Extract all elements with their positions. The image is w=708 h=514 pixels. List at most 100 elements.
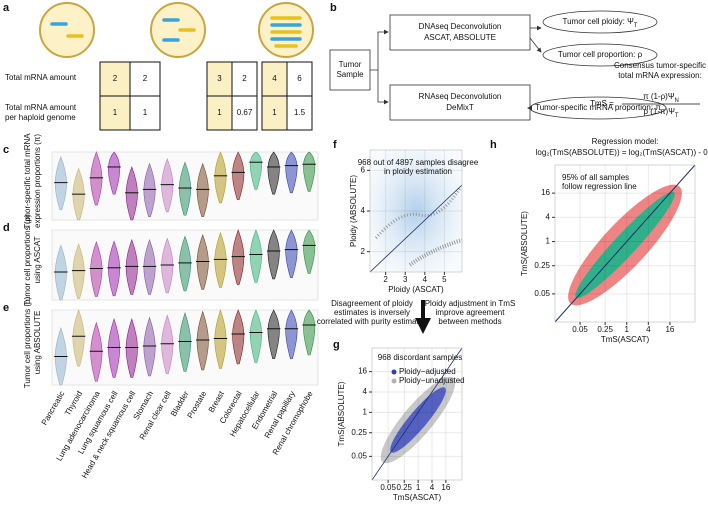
plot-frame: [371, 347, 463, 481]
formula: ρ (1-π)ΨT: [643, 107, 678, 118]
y-axis-title: using ASCAT: [33, 236, 42, 283]
y-axis-title: TmS(ABSOLUTE): [337, 381, 346, 446]
panel-label: g: [333, 339, 340, 351]
table-cell: 2: [113, 74, 118, 83]
chromosomes: [50, 16, 302, 48]
x-tick-label: 16: [665, 325, 674, 334]
legend-label: Ploidy−adjusted: [399, 367, 456, 376]
violin: [143, 316, 156, 377]
table-cell: 4: [272, 74, 277, 83]
x-axis-title: TmS(ASCAT): [393, 493, 442, 502]
x-tick-label: 0.25: [396, 483, 412, 492]
y-tick-label: 1: [546, 237, 551, 246]
panel-label: h: [490, 139, 497, 151]
table-cell: 2: [242, 74, 247, 83]
y-axis-title: Ploidy (ABSOLUTE): [349, 175, 358, 247]
violin: [178, 161, 192, 216]
plot-frame: [554, 164, 696, 323]
violin: [108, 318, 121, 378]
violin: [178, 235, 192, 292]
chart-title: Regression model:: [592, 137, 659, 146]
violin: [303, 229, 316, 274]
y-tick-label: 0.25: [534, 261, 550, 270]
x-axis-title: Ploidy (ASCAT): [388, 285, 444, 294]
y-tick-label: 16: [541, 188, 550, 197]
violin: [267, 151, 280, 195]
x-tick-label: 5: [442, 275, 447, 284]
x-tick-label: 0.25: [597, 325, 613, 334]
x-tick-label: Pancreatic: [40, 390, 67, 427]
table-cell: 1: [113, 108, 118, 117]
arrow: [377, 70, 389, 105]
violin: [161, 314, 174, 375]
x-tick-label: 0.05: [572, 325, 588, 334]
violin: [178, 312, 192, 372]
violin: [90, 241, 103, 297]
node-label: DeMixT: [446, 103, 474, 112]
formula-sub: T: [675, 113, 679, 119]
node-label: ASCAT, ABSOLUTE: [424, 33, 496, 42]
y-tick-label: 6: [361, 165, 366, 174]
violin: [143, 238, 156, 295]
note: correlated with purity estimates: [317, 317, 427, 326]
violin: [125, 238, 138, 295]
violin: [232, 229, 245, 285]
violin: [232, 309, 245, 365]
formula: ρ (1-π)Ψ: [643, 107, 675, 116]
chart-subtitle: log₂(TmS(ABSOLUTE)) = log₂(TmS(ASCAT)) -…: [536, 148, 708, 157]
formula: TmS =: [590, 99, 614, 108]
table-cell: 0.67: [237, 108, 253, 117]
row-label: Total mRNA amount: [5, 73, 77, 82]
annotation: follow regression line: [562, 182, 637, 191]
violin: [143, 162, 156, 217]
table-cell: 1: [272, 108, 277, 117]
violin: [214, 231, 227, 288]
note: between methods: [438, 317, 501, 326]
violin: [196, 234, 209, 290]
violin: [90, 151, 103, 206]
note: estimates is inversely: [334, 308, 410, 317]
x-tick-label: 0.05: [380, 483, 396, 492]
node-label: Tumor cell ploidy: Ψ: [563, 17, 635, 26]
x-tick-label: 2: [383, 275, 388, 284]
table-cell: 3: [217, 74, 222, 83]
x-tick-label: 16: [441, 483, 450, 492]
x-tick-label: 1: [625, 325, 630, 334]
violin: [214, 309, 227, 369]
panel-b: [329, 10, 700, 121]
table-cell: 1: [217, 108, 222, 117]
node-label-sub: T: [634, 23, 638, 29]
violin: [249, 229, 262, 283]
note: improve agreement: [436, 308, 506, 317]
node-label: Tumor-specific mRNA proportion: π: [535, 103, 661, 112]
y-axis-title: TmS(ABSOLUTE): [520, 211, 529, 276]
violin: [196, 310, 209, 371]
x-tick-label: 4: [646, 325, 651, 334]
dna-box: [389, 14, 531, 51]
node-label: Tumor cell proportion: ρ: [558, 50, 643, 59]
panel-label: d: [3, 222, 10, 234]
violin: [267, 309, 280, 360]
y-tick-label: 4: [363, 387, 368, 396]
panel-f-art: [369, 150, 463, 334]
x-tick-label: 4: [430, 483, 435, 492]
violin: [72, 309, 85, 367]
note: Disagreement of ploidy: [331, 299, 413, 308]
y-axis-title: expression proportions (π): [33, 134, 42, 228]
violin: [285, 309, 298, 360]
annotation: 968 out of 4897 samples disagree: [358, 158, 479, 167]
annotation: in ploidy estimation: [384, 167, 452, 176]
formula-sub: N: [675, 98, 679, 104]
y-tick-label: 4: [361, 206, 366, 215]
panel-label: c: [3, 144, 9, 156]
annotation: 95% of all samples: [562, 173, 629, 182]
legend-marker: [391, 378, 397, 384]
legend-marker: [391, 369, 397, 375]
rna-box: [389, 84, 531, 121]
consensus-text: Consensus tumor-specific: [614, 61, 706, 70]
y-axis-title: Tumor-specific total mRNA: [23, 133, 32, 229]
table-cell: 6: [297, 74, 302, 83]
row-label: per haploid genome: [5, 113, 76, 122]
x-tick-label: 3: [403, 275, 408, 284]
